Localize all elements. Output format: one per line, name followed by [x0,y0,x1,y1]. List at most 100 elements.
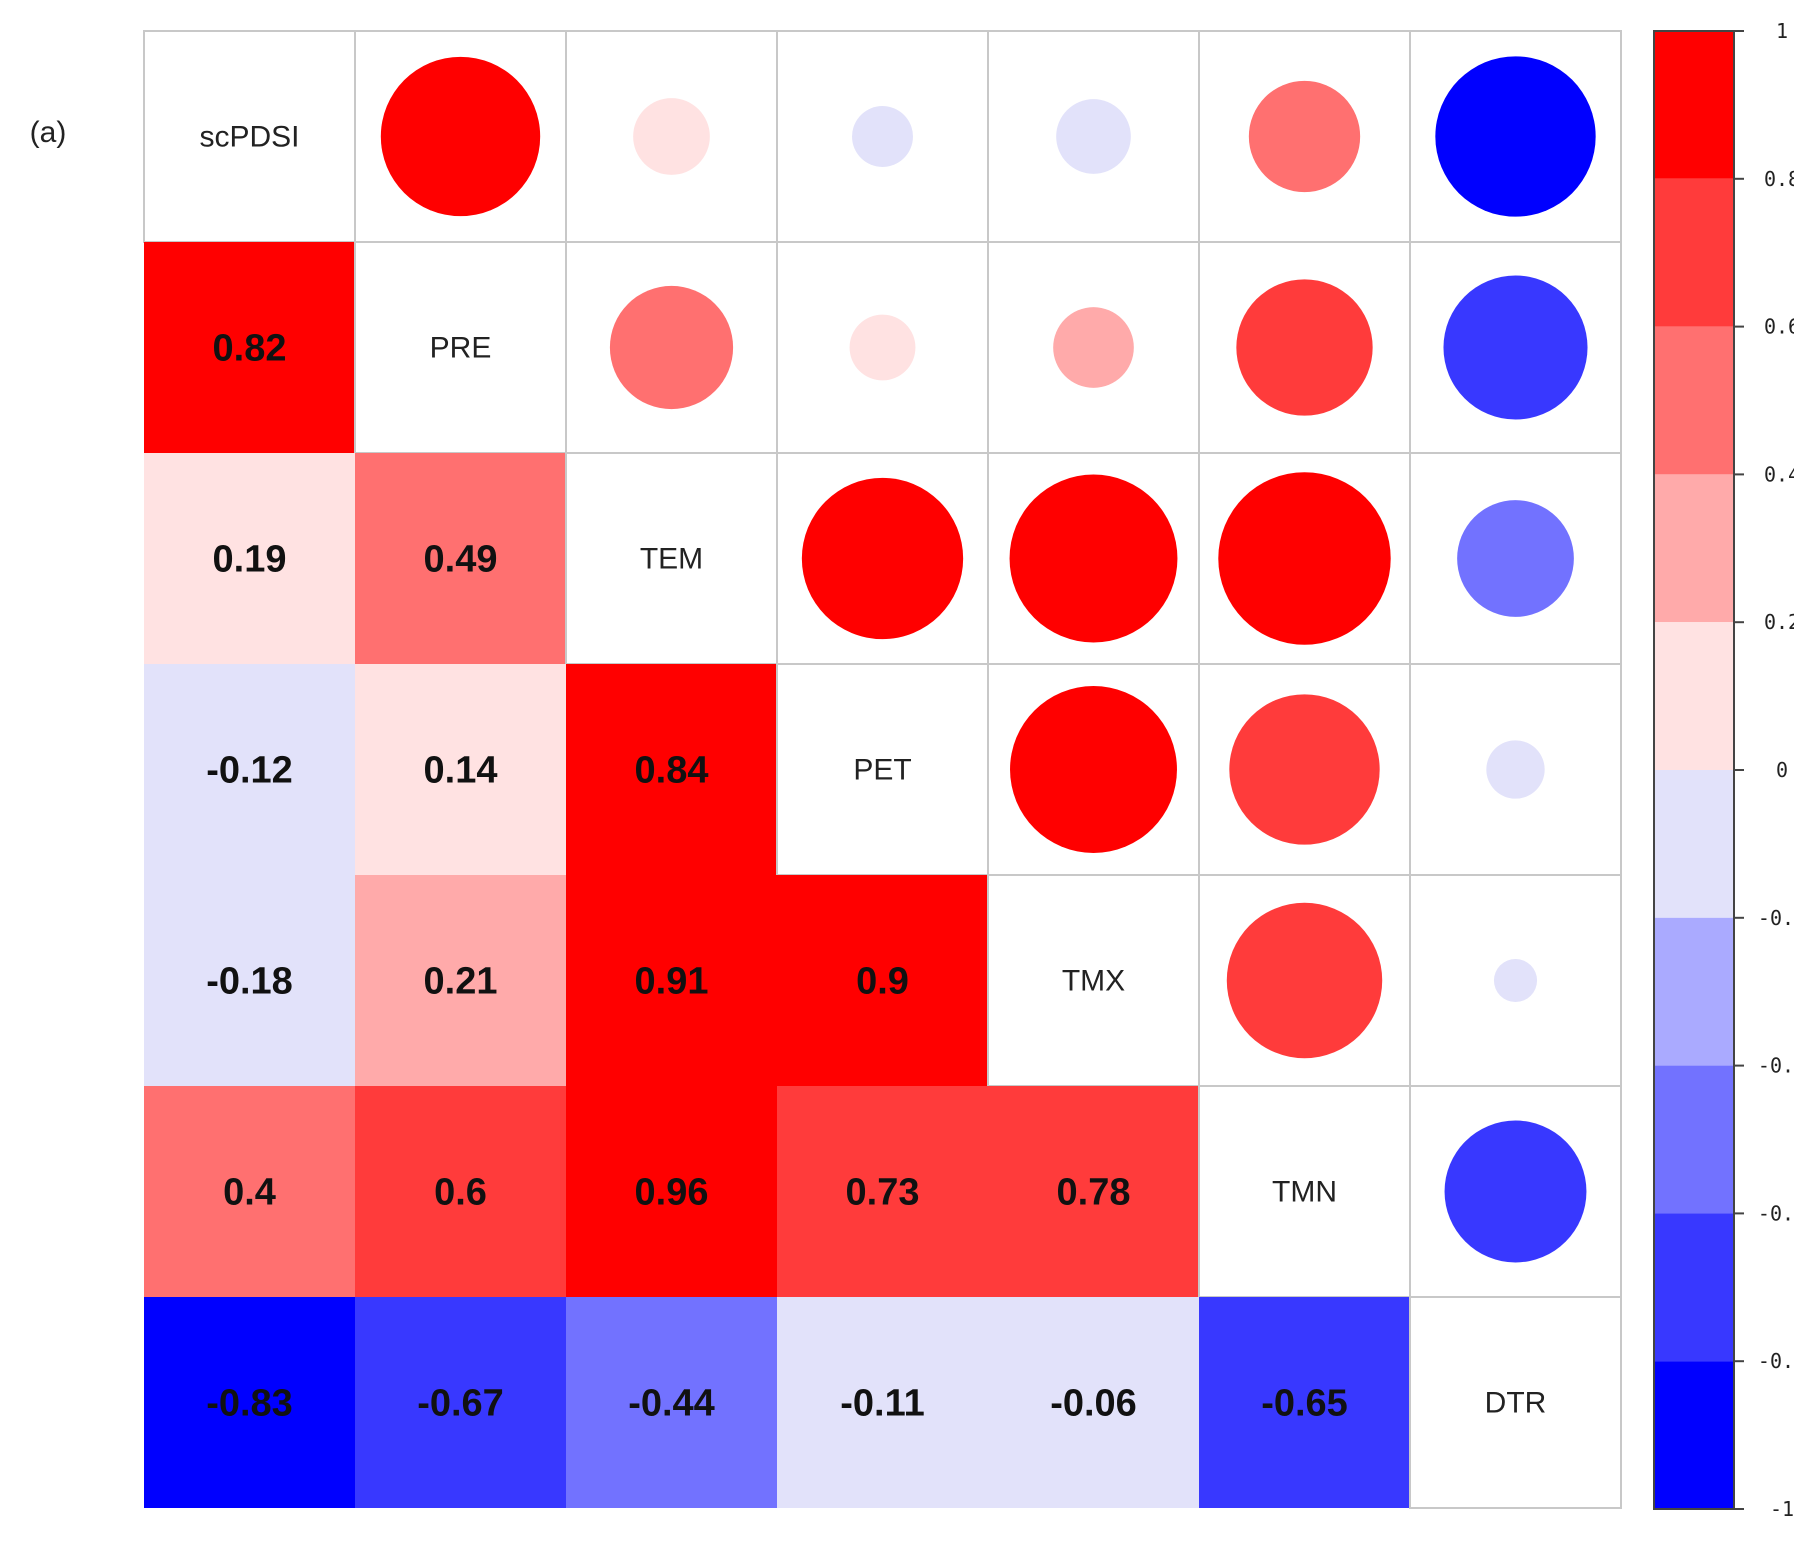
legend-color-bin [1654,1361,1734,1509]
correlation-circle [1236,279,1373,416]
legend-tick-label: -0.4 [1758,1054,1794,1078]
legend-tick-label: 1 [1776,19,1788,43]
correlation-circle [1443,275,1588,420]
legend-tick-label: 0.2 [1764,610,1794,634]
heatmap-cell [566,1086,777,1297]
correlation-circle [380,56,541,217]
correlation-value-label: -0.67 [417,1383,504,1425]
correlation-value-label: 0.96 [635,1172,709,1214]
variable-label: scPDSI [199,121,299,154]
heatmap-cell [144,1297,355,1508]
variable-label: PET [853,754,911,787]
correlation-value-label: 0.14 [424,750,498,792]
correlation-value-label: -0.06 [1050,1383,1137,1425]
heatmap-cell [144,242,355,453]
correlation-circle [1010,686,1177,853]
correlation-circle [1486,740,1545,799]
correlation-circle [609,285,734,410]
matrix-cells: scPDSI 0.82 PRE 0.19 0.49 TEM -0.12 0.14 0.84 PET… [143,30,1622,1509]
correlation-circle [633,98,710,175]
legend-tick-label: -0.2 [1758,906,1794,930]
heatmap-cell [355,453,566,664]
variable-label: TMN [1272,1176,1337,1209]
legend-tick-label: 0.8 [1764,167,1794,191]
correlation-circle [1056,99,1131,174]
correlation-circle [1053,307,1134,388]
legend-tick-label: -0.8 [1758,1349,1794,1373]
legend-color-bin [1654,31,1734,179]
heatmap-cell [355,875,566,1086]
heatmap-cell [777,1086,988,1297]
legend-tick-label: 0 [1776,758,1788,782]
correlation-value-label: 0.73 [846,1172,920,1214]
variable-label: TMX [1062,965,1125,998]
correlation-circle [1248,80,1361,193]
correlation-value-label: -0.18 [206,961,293,1003]
legend-color-bin [1654,1065,1734,1214]
correlation-value-label: 0.6 [434,1172,487,1214]
correlation-value-label: 0.21 [424,961,498,1003]
heatmap-cell [144,664,355,875]
legend-tick-label: 0.4 [1764,462,1794,486]
legend-color-bin [1654,178,1734,327]
correlation-circle [1009,474,1178,643]
correlation-circle [849,314,916,381]
heatmap-cell [566,875,777,1086]
color-legend: 1 0.8 0.6 0.4 0.2 0 -0.2 -0.4 -0.6 -0.8 -1 [1653,19,1794,1521]
heatmap-cell [566,664,777,875]
correlation-value-label: 0.19 [213,539,287,581]
correlation-circle [1457,500,1574,617]
correlation-value-label: 0.91 [635,961,709,1003]
diagonal-cell [143,30,356,243]
correlation-value-label: 0.78 [1057,1172,1131,1214]
panel-label: (a) [30,116,67,149]
variable-label: TEM [640,543,703,576]
correlation-value-label: -0.44 [628,1383,715,1425]
correlation-value-label: -0.12 [206,750,293,792]
legend-color-bin [1654,622,1734,770]
correlation-circle [1444,1120,1587,1263]
correlation-circle [1229,694,1380,845]
diagonal-cell [565,452,778,665]
correlation-value-label: -0.83 [206,1383,293,1425]
diagonal-cell [776,663,989,876]
legend-color-bin [1654,917,1734,1066]
heatmap-cell [566,1297,777,1508]
heatmap-cell [355,1086,566,1297]
legend-tick-label: 0.6 [1764,315,1794,339]
heatmap-cell [777,1297,988,1508]
heatmap-cell [988,1086,1199,1297]
legend-tick-label: -0.6 [1758,1201,1794,1225]
correlation-circle [801,477,964,640]
heatmap-cell [144,875,355,1086]
correlation-circle [1435,56,1596,217]
correlation-circle [1493,958,1538,1003]
correlation-value-label: 0.84 [635,750,709,792]
legend-color-bin [1654,326,1734,475]
legend-tick-label: -1 [1770,1497,1794,1521]
correlation-value-label: 0.9 [856,961,909,1003]
heatmap-cell [144,1086,355,1297]
heatmap-cell [355,664,566,875]
correlation-circle [852,106,913,167]
diagonal-cell [987,874,1200,1087]
diagonal-cell [1198,1085,1411,1298]
correlation-value-label: 0.49 [424,539,498,581]
diagonal-cell [1409,1296,1622,1509]
heatmap-cell [355,1297,566,1508]
variable-label: DTR [1485,1387,1547,1420]
diagonal-cell [354,241,567,454]
correlation-circle [1226,902,1383,1059]
legend-color-bin [1654,1213,1734,1362]
correlation-circle [1218,472,1391,645]
heatmap-cell [144,453,355,664]
legend-color-bin [1654,474,1734,623]
heatmap-cell [1199,1297,1410,1508]
heatmap-cell [777,875,988,1086]
correlation-value-label: -0.11 [840,1383,925,1425]
correlation-value-label: 0.4 [223,1172,276,1214]
legend-color-bin [1654,770,1734,918]
correlation-value-label: -0.65 [1261,1383,1348,1425]
correlation-value-label: 0.82 [213,328,287,370]
